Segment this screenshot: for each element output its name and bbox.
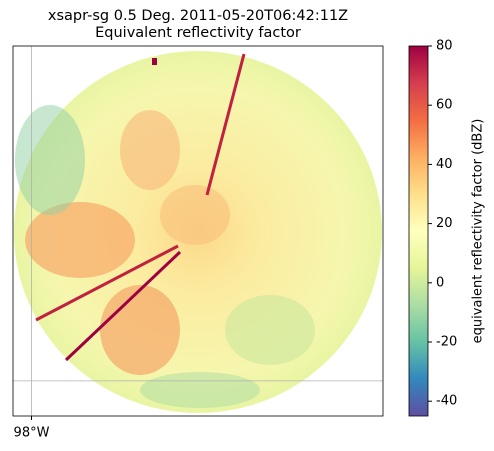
plot-frame: [12, 45, 384, 417]
colorbar-tick-label: 0: [436, 275, 444, 290]
colorbar-tick-label: 60: [436, 98, 453, 113]
colorbar-tick-label: -40: [436, 394, 457, 409]
chart-title: xsapr-sg 0.5 Deg. 2011-05-20T06:42:11Z: [48, 8, 348, 24]
spike: [35, 244, 179, 322]
echo: [140, 372, 260, 408]
chart-subtitle: Equivalent reflectivity factor: [95, 25, 301, 41]
echo: [120, 110, 180, 190]
echo: [25, 202, 135, 278]
spike: [205, 53, 246, 196]
x-tick-label: 98°W: [14, 426, 50, 441]
colorbar-label: equivalent reflectivity factor (dBZ): [471, 119, 486, 344]
radar-image: [14, 51, 382, 413]
echo: [15, 105, 85, 215]
echo: [225, 295, 315, 365]
colorbar-tick-label: 20: [436, 216, 453, 231]
grid: [13, 46, 383, 416]
echo: [152, 58, 157, 65]
colorbar-tick-label: -20: [436, 335, 457, 350]
echo: [160, 185, 230, 245]
spike: [64, 250, 182, 362]
colorbar-tick-label: 40: [436, 157, 453, 172]
colorbar-tick-label: 80: [436, 39, 453, 54]
colorbar: [408, 45, 429, 417]
echo: [100, 285, 180, 375]
